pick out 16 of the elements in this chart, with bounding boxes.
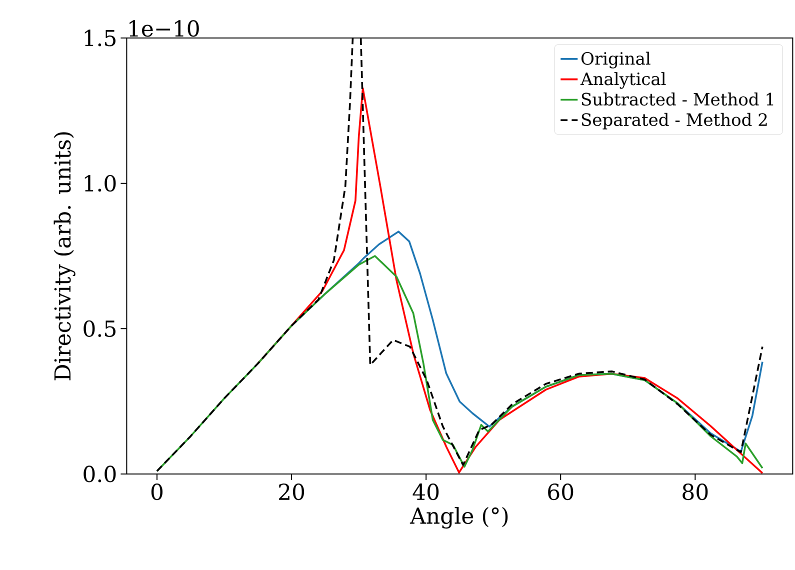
x-axis-title: Angle (°) [410, 506, 508, 529]
x-tick-label: 60 [548, 484, 574, 500]
x-tick-label: 0 [151, 484, 163, 500]
y-tick-label: 1.5 [84, 30, 116, 46]
text: 1e−10 [130, 20, 199, 37]
legend-label: Separated - Method 2 [582, 112, 767, 130]
x-tick-label: 40 [412, 484, 439, 500]
x-tick-label: 20 [279, 484, 304, 500]
y-tick-label: 0.5 [84, 320, 116, 337]
legend-label: Original [581, 52, 650, 68]
y-axis-title: Directivity (arb. units) [54, 132, 76, 380]
y-tick-label: 1.0 [84, 175, 116, 192]
legend-label: Subtracted - Method 1 [582, 92, 774, 106]
y-tick-label: 0.0 [84, 466, 116, 482]
x-tick-label: 80 [682, 484, 708, 500]
legend-label: Analytical [580, 72, 666, 89]
